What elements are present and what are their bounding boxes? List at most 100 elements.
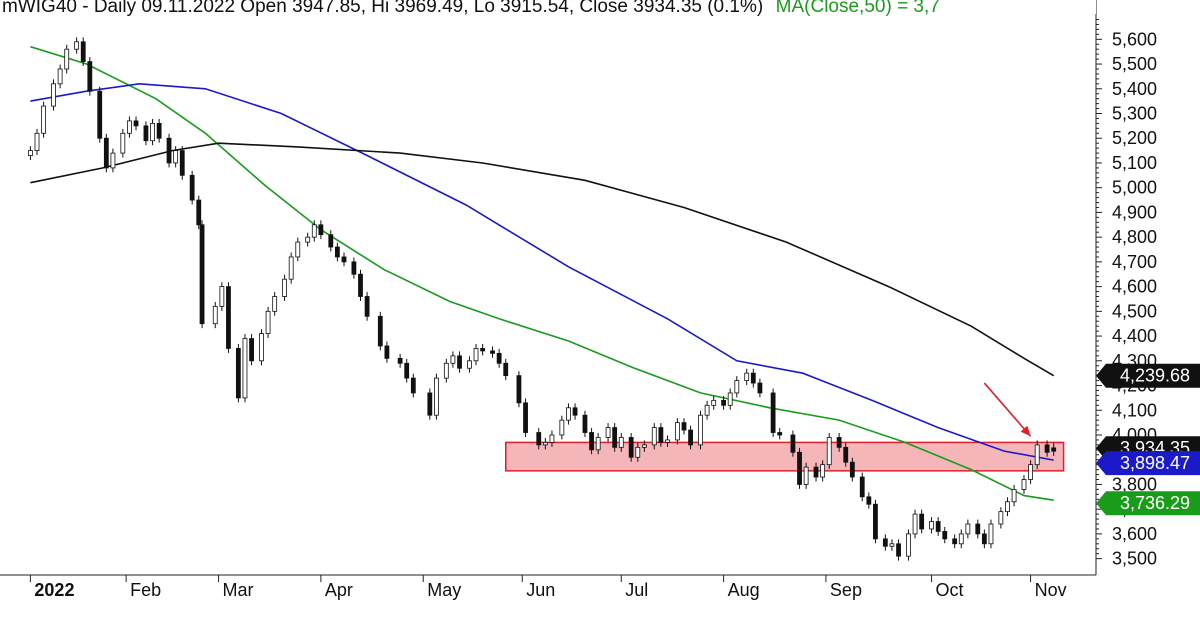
- candle-body: [549, 434, 555, 443]
- y-tick-label: 4,500: [1112, 301, 1157, 321]
- candle-body: [212, 305, 218, 325]
- candle: [988, 519, 994, 549]
- candle-body: [566, 407, 571, 421]
- candle: [490, 346, 495, 358]
- candle: [467, 356, 472, 373]
- candle: [727, 388, 733, 410]
- candle-body: [457, 355, 462, 369]
- candle-body: [952, 538, 958, 545]
- candle-body: [826, 437, 832, 466]
- candle-body: [641, 444, 647, 448]
- chart-header: mWIG40 - Daily 09.11.2022 Open 3947.85, …: [2, 0, 940, 17]
- candle: [57, 64, 63, 89]
- candle-body: [397, 357, 403, 364]
- candle: [143, 121, 149, 146]
- candle: [288, 252, 294, 284]
- candle-body: [542, 442, 548, 446]
- candle: [698, 410, 703, 450]
- candle: [797, 447, 802, 489]
- y-tick-label: 5,400: [1112, 79, 1157, 99]
- candle: [952, 534, 958, 549]
- candle-body: [651, 427, 657, 446]
- candle-body: [28, 150, 33, 156]
- candle-body: [226, 286, 231, 349]
- candle: [618, 433, 624, 452]
- price-tag-box: [1096, 363, 1200, 388]
- candle: [882, 534, 888, 551]
- candle: [156, 118, 162, 143]
- candle-body: [582, 414, 588, 433]
- candle: [912, 509, 918, 539]
- candle-body: [57, 68, 63, 85]
- candle: [282, 274, 287, 301]
- candle-body: [110, 152, 116, 169]
- y-tick-label: 5,600: [1112, 29, 1157, 49]
- price-tag-box: [1096, 451, 1200, 476]
- candle: [120, 128, 126, 158]
- candle-body: [318, 224, 324, 236]
- candle-body: [1005, 501, 1010, 513]
- price-tag: 4,239.68: [1096, 363, 1200, 388]
- candle-body: [628, 437, 634, 458]
- candle: [572, 403, 578, 420]
- candle-body: [235, 348, 241, 399]
- candle: [605, 423, 611, 442]
- candle: [480, 343, 486, 356]
- candle: [942, 526, 948, 544]
- candle: [503, 358, 509, 381]
- candle: [235, 343, 241, 403]
- y-tick-label: 5,000: [1112, 178, 1157, 198]
- candle: [721, 395, 726, 410]
- candle-body: [480, 348, 486, 352]
- candle-body: [143, 125, 149, 142]
- candle: [975, 519, 981, 539]
- header-backdrop: [0, 0, 1096, 14]
- candle: [582, 410, 588, 437]
- candle-body: [282, 278, 287, 297]
- price-tag-label: 3,736.29: [1120, 493, 1190, 513]
- candle-body: [120, 132, 126, 154]
- candle: [873, 499, 878, 544]
- candle-body: [889, 543, 895, 547]
- candle-body: [674, 422, 680, 441]
- y-tick-label: 3,600: [1112, 524, 1157, 544]
- y-tick-label: 4,700: [1112, 252, 1157, 272]
- ma-blue-line: [30, 82, 1054, 461]
- candle-body: [34, 132, 40, 151]
- candle: [64, 44, 70, 74]
- y-tick-label: 4,100: [1112, 400, 1157, 420]
- candle: [97, 86, 103, 143]
- candle: [166, 133, 172, 168]
- candle-body: [859, 476, 865, 498]
- candle-body: [249, 338, 254, 362]
- candle: [74, 37, 80, 54]
- annotation-layer: [983, 382, 1032, 437]
- y-tick-label: 5,500: [1112, 54, 1157, 74]
- candle-body: [873, 503, 878, 540]
- candle: [896, 539, 901, 561]
- candle: [265, 306, 271, 339]
- candle-body: [813, 466, 819, 478]
- y-tick-label: 5,200: [1112, 128, 1157, 148]
- candle-body: [1034, 444, 1040, 466]
- candle: [750, 368, 756, 388]
- candle-body: [998, 511, 1004, 525]
- candle-body: [734, 380, 740, 394]
- candle: [80, 37, 86, 67]
- candle-body: [490, 350, 495, 354]
- candle-body: [377, 315, 383, 347]
- candle: [595, 433, 601, 455]
- candle: [704, 400, 710, 420]
- candle: [404, 358, 410, 383]
- candle-body: [179, 150, 185, 176]
- candle: [549, 430, 555, 447]
- candle: [635, 442, 641, 462]
- candle-body: [711, 399, 717, 406]
- candle-body: [896, 543, 901, 557]
- candle: [542, 437, 548, 450]
- candle: [711, 395, 717, 410]
- price-tag: 3,736.29: [1096, 491, 1200, 516]
- candle: [1044, 440, 1050, 457]
- candle: [813, 462, 819, 482]
- candle: [674, 418, 680, 445]
